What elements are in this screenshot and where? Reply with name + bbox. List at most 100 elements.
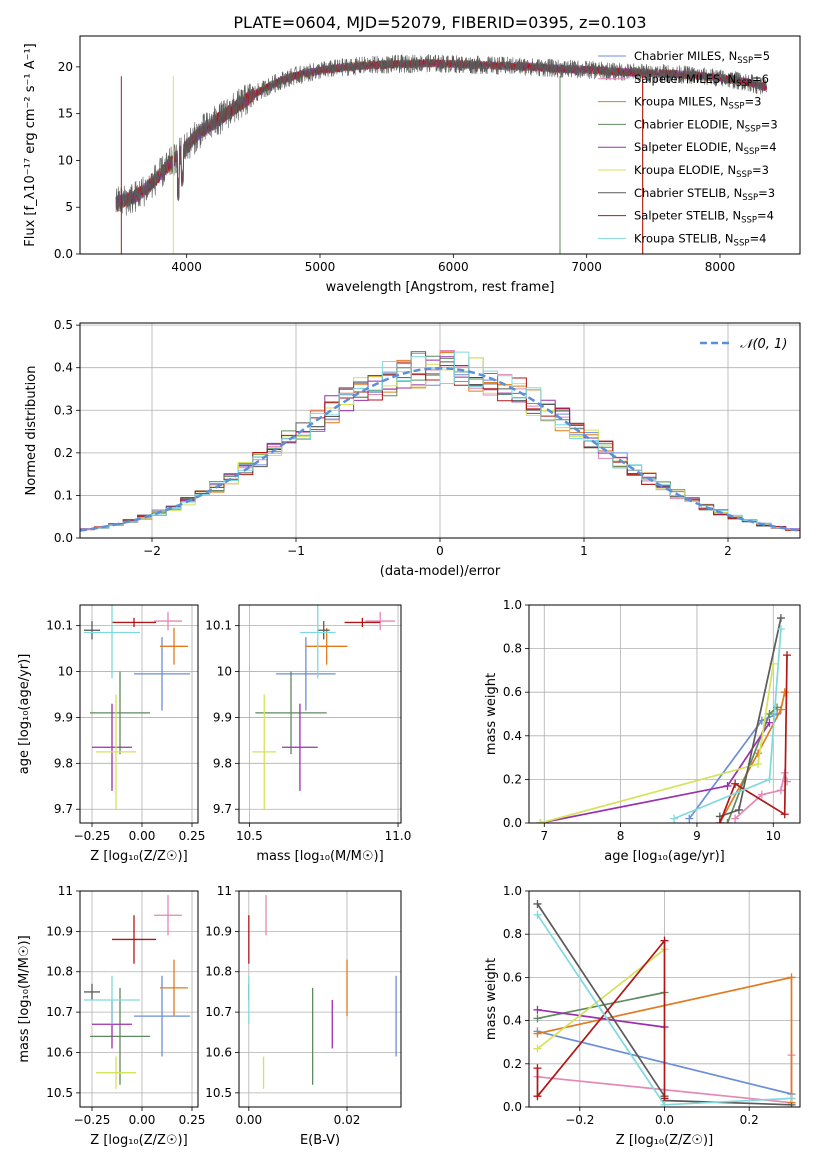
- weight-line: [536, 938, 666, 1099]
- y-tick-label: 10: [217, 665, 232, 679]
- y-axis-label: mass weight: [484, 958, 499, 1040]
- x-tick-label: −0.25: [74, 1113, 111, 1127]
- x-tick-label: 0.25: [179, 829, 206, 843]
- x-tick-label: 2: [724, 544, 732, 558]
- y-tick-label: 0.6: [503, 685, 522, 699]
- weight-marker: [533, 1044, 542, 1053]
- spectrum-legend: Chabrier MILES, NSSP=5 Salpeter MILES, NS…: [598, 49, 778, 248]
- weight-marker: [765, 718, 774, 727]
- y-tick-label: 0.4: [54, 361, 73, 375]
- weight-marker: [765, 775, 774, 784]
- weight-marker: [723, 819, 732, 823]
- weight-marker: [780, 810, 789, 819]
- weight-marker: [533, 1092, 542, 1101]
- weight-line: [540, 722, 771, 823]
- axes-frame: [79, 322, 801, 539]
- x-tick-label: 0.02: [334, 1113, 361, 1127]
- y-tick-label: 10.1: [205, 619, 232, 633]
- spectrum-line: [115, 53, 767, 216]
- legend-label: Chabrier ELODIE, NSSP=3: [634, 117, 778, 134]
- x-tick-label: 8: [617, 829, 625, 843]
- legend-label: Kroupa MILES, NSSP=3: [634, 95, 761, 112]
- weight-marker: [723, 781, 732, 790]
- y-tick-label: 10.6: [46, 1045, 73, 1059]
- x-tick-label: −1: [287, 544, 305, 558]
- y-tick-label: 0.0: [503, 1100, 522, 1114]
- x-tick-label: 5000: [305, 260, 336, 274]
- age-vs-mass-panel: 10.5 11.0 9.7 9.8 9.9 10 10.1 mass [log₁₀(M/M☉)…: [205, 604, 411, 864]
- x-tick-label: 6000: [438, 260, 469, 274]
- axes-frame: [238, 604, 402, 824]
- errorbars: [248, 895, 397, 1089]
- y-axis-label: Flux [f_λ10⁻¹⁷ erg cm⁻² s⁻¹ A⁻¹]: [23, 43, 38, 247]
- y-axis-label: mass weight: [484, 673, 499, 755]
- y-tick-label: 9.9: [54, 710, 73, 724]
- x-tick-label: 7: [540, 829, 548, 843]
- weight-lines: [533, 899, 796, 1107]
- y-tick-label: 0.2: [503, 772, 522, 786]
- y-tick-label: 10.8: [205, 965, 232, 979]
- y-tick-label: 0.5: [54, 318, 73, 332]
- age-vs-metallicity-panel: −0.25 0.00 0.25 9.7 9.8 9.9 10 10.1 Z [log₁₀(Z/Z…: [17, 604, 206, 864]
- y-tick-label: 0.3: [54, 403, 73, 417]
- y-tick-label: 0.2: [503, 1057, 522, 1071]
- mass-vs-metallicity-panel: −0.25 0.00 0.25 10.5 10.6 10.7 10.8 10.9 11 Z [lo…: [17, 884, 205, 1148]
- y-tick-label: 0.1: [54, 488, 73, 502]
- y-tick-label: 9.8: [54, 756, 73, 770]
- y-tick-label: 0.8: [503, 642, 522, 656]
- x-axis-label: E(B-V): [300, 1133, 340, 1148]
- legend-label: Chabrier STELIB, NSSP=3: [634, 186, 775, 203]
- y-tick-label: 1.0: [503, 598, 522, 612]
- weight-marker: [754, 760, 763, 769]
- weight-marker: [670, 814, 679, 823]
- y-tick-label: 10.9: [46, 924, 73, 938]
- x-axis-label: mass [log₁₀(M/M☉)]: [256, 849, 383, 864]
- errorbars: [84, 895, 190, 1089]
- legend-label: Kroupa ELODIE, NSSP=3: [634, 163, 769, 180]
- weight-marker: [715, 819, 724, 823]
- x-tick-label: 1: [580, 544, 588, 558]
- y-tick-label: 9.7: [54, 802, 73, 816]
- y-tick-label: 9.9: [213, 710, 232, 724]
- figure-title: PLATE=0604, MJD=52079, FIBERID=0395, z=0…: [233, 13, 646, 32]
- x-tick-label: 0.0: [655, 1113, 674, 1127]
- y-tick-label: 10.9: [205, 924, 232, 938]
- x-tick-label: −0.2: [565, 1113, 594, 1127]
- y-tick-label: 10.5: [46, 1086, 73, 1100]
- y-axis-label: Normed distribution: [24, 366, 39, 496]
- x-tick-label: 0.25: [179, 1113, 206, 1127]
- x-axis-label: Z [log₁₀(Z/Z☉)]: [90, 849, 187, 864]
- x-tick-label: 0: [436, 544, 444, 558]
- y-tick-label: 10: [58, 153, 73, 167]
- axes-frame: [79, 890, 199, 1108]
- y-tick-label: 0.0: [54, 247, 73, 261]
- errorbars: [84, 605, 190, 810]
- weight-lines: [536, 614, 792, 823]
- weight-line: [719, 692, 786, 823]
- x-axis-label: wavelength [Angstrom, rest frame]: [326, 280, 555, 295]
- spectrum-lines: [115, 53, 767, 254]
- weight-marker: [731, 814, 740, 823]
- y-tick-label: 15: [58, 107, 73, 121]
- gaussian-legend-label: 𝒩(0, 1): [740, 337, 787, 352]
- x-axis-label: age [log₁₀(age/yr)]: [604, 849, 725, 864]
- weight-marker: [533, 1005, 542, 1014]
- legend-label: Salpeter STELIB, NSSP=4: [634, 209, 774, 226]
- weight-marker: [660, 1100, 669, 1107]
- x-tick-label: 8000: [705, 260, 736, 274]
- legend-label: Salpeter ELODIE, NSSP=4: [634, 140, 777, 157]
- y-tick-label: 20: [58, 60, 73, 74]
- weight-marker: [780, 688, 789, 697]
- mass-vs-ebv-panel: 0.00 0.02 10.5 10.6 10.7 10.8 10.9 11 E(B-V): [205, 884, 402, 1148]
- gaussian-curve: [80, 366, 800, 532]
- y-tick-label: 5: [65, 200, 73, 214]
- axes-frame: [79, 35, 801, 255]
- x-axis-label: Z [log₁₀(Z/Z☉)]: [90, 1133, 187, 1148]
- y-tick-label: 0.8: [503, 927, 522, 941]
- weight-marker: [776, 614, 785, 623]
- legend-label: Salpeter MILES, NSSP=6: [634, 72, 769, 89]
- y-tick-label: 0.6: [503, 970, 522, 984]
- x-axis-label: (data-model)/error: [380, 564, 501, 579]
- weight-marker: [765, 710, 774, 718]
